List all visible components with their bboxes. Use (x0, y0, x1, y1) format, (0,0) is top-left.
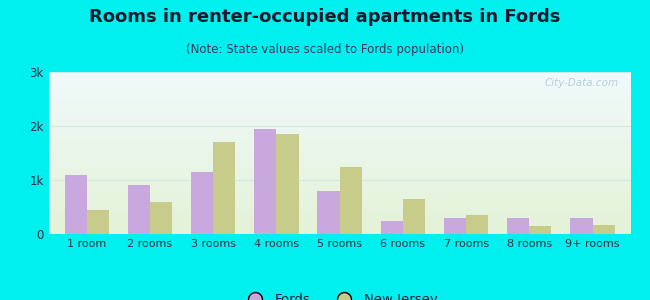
Bar (466, 215, 488, 234)
Bar (403, 199, 425, 234)
Bar (276, 134, 298, 234)
Bar (444, 218, 466, 234)
Bar (317, 191, 340, 234)
Bar (150, 202, 172, 234)
Bar (571, 218, 593, 234)
Bar (529, 226, 551, 234)
Text: Rooms in renter-occupied apartments in Fords: Rooms in renter-occupied apartments in F… (89, 8, 561, 26)
Bar (128, 185, 150, 234)
Bar (507, 218, 529, 234)
Text: City-Data.com: City-Data.com (545, 79, 619, 88)
Bar (339, 167, 362, 234)
Bar (64, 175, 86, 234)
Bar (381, 220, 403, 234)
Bar (86, 210, 109, 234)
Legend: Fords, New Jersey: Fords, New Jersey (237, 288, 443, 300)
Bar (254, 129, 276, 234)
Bar (593, 224, 615, 234)
Bar (191, 172, 213, 234)
Text: (Note: State values scaled to Fords population): (Note: State values scaled to Fords popu… (186, 44, 464, 56)
Bar (213, 142, 235, 234)
